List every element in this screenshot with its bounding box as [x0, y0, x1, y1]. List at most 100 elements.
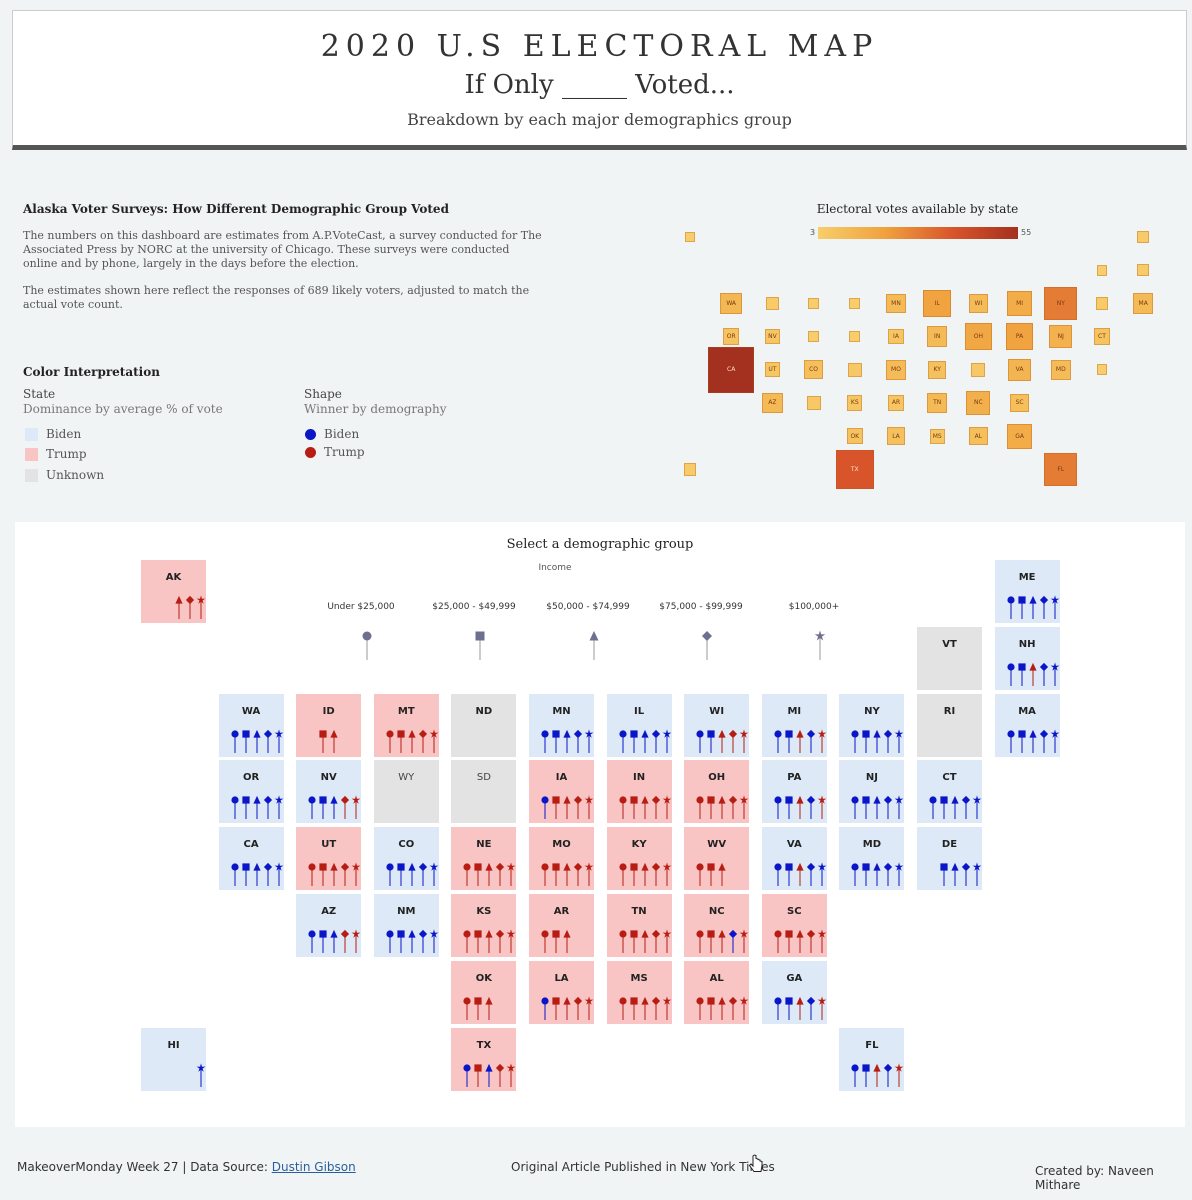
ev-square-ma[interactable]: MA: [1132, 293, 1154, 314]
state-tile-wy[interactable]: WY: [373, 760, 439, 824]
income-circle-icon[interactable]: [361, 630, 373, 662]
state-tile-ct[interactable]: CT: [917, 760, 982, 824]
ev-square-nv[interactable]: NV: [764, 329, 780, 345]
state-tile-co[interactable]: CO: [373, 827, 439, 891]
state-tile-ms[interactable]: MS: [606, 960, 672, 1024]
state-tile-al[interactable]: AL: [684, 960, 750, 1024]
state-tile-ny[interactable]: NY: [839, 693, 905, 757]
state-tile-ne[interactable]: NE: [451, 827, 517, 891]
ev-square-ne[interactable]: [847, 362, 862, 377]
ev-square-ak[interactable]: [684, 231, 696, 243]
state-tile-az[interactable]: AZ: [296, 894, 362, 957]
state-tile-tx[interactable]: TX: [451, 1027, 517, 1091]
state-tile-nj[interactable]: NJ: [839, 760, 905, 824]
ev-square-id[interactable]: [766, 297, 779, 310]
ev-square-wy[interactable]: [808, 331, 819, 342]
state-tile-in[interactable]: IN: [606, 760, 672, 824]
state-tile-va[interactable]: VA: [761, 827, 827, 891]
ev-square-il[interactable]: IL: [923, 289, 952, 318]
ev-square-de[interactable]: [1096, 364, 1108, 376]
state-tile-ri[interactable]: RI: [917, 693, 982, 757]
state-tile-nd[interactable]: ND: [451, 693, 517, 757]
ev-square-ri[interactable]: [1095, 297, 1109, 310]
ev-square-md[interactable]: MD: [1050, 359, 1071, 380]
legend-state-biden[interactable]: Biden: [25, 427, 81, 441]
state-tile-nc[interactable]: NC: [684, 894, 750, 957]
state-tile-sd[interactable]: SD: [451, 760, 517, 824]
state-tile-hi[interactable]: HI: [141, 1027, 206, 1091]
group-selector-label[interactable]: Income: [538, 563, 572, 573]
income-category-3[interactable]: $50,000 - $74,999: [546, 602, 630, 612]
ev-square-ky[interactable]: KY: [928, 361, 946, 379]
state-tile-ky[interactable]: KY: [606, 827, 672, 891]
state-tile-la[interactable]: LA: [529, 960, 594, 1024]
income-star-icon[interactable]: [814, 630, 826, 662]
ev-square-mo[interactable]: MO: [886, 359, 906, 380]
ev-square-ms[interactable]: MS: [929, 428, 945, 444]
state-tile-ia[interactable]: IA: [529, 760, 594, 824]
state-tile-fl[interactable]: FL: [839, 1027, 905, 1091]
ev-square-tn[interactable]: TN: [926, 392, 948, 414]
income-square-icon[interactable]: [474, 630, 486, 662]
state-tile-tn[interactable]: TN: [606, 894, 672, 957]
state-tile-wv[interactable]: WV: [684, 827, 750, 891]
state-tile-wa[interactable]: WA: [218, 693, 284, 757]
ev-square-nm[interactable]: [806, 396, 821, 410]
state-tile-ar[interactable]: AR: [529, 894, 594, 957]
ev-square-wv[interactable]: [971, 362, 986, 377]
income-category-4[interactable]: $75,000 - $99,999: [659, 602, 743, 612]
ev-square-va[interactable]: VA: [1008, 358, 1031, 381]
ev-square-ks[interactable]: KS: [847, 395, 863, 411]
ev-square-nd[interactable]: [849, 298, 861, 309]
state-tile-pa[interactable]: PA: [761, 760, 827, 824]
state-tile-me[interactable]: ME: [994, 560, 1060, 623]
legend-shape-trump[interactable]: Trump: [305, 445, 365, 459]
ev-square-mt[interactable]: [808, 298, 819, 309]
state-tile-ks[interactable]: KS: [451, 894, 517, 957]
state-tile-or[interactable]: OR: [218, 760, 284, 824]
ev-square-ga[interactable]: GA: [1007, 423, 1032, 449]
income-triangle-icon[interactable]: [588, 630, 600, 662]
ev-square-nc[interactable]: NC: [966, 390, 991, 415]
ev-square-ct[interactable]: CT: [1093, 328, 1111, 345]
ev-square-ca[interactable]: CA: [708, 346, 755, 393]
ev-square-la[interactable]: LA: [887, 427, 905, 445]
ev-square-mn[interactable]: MN: [886, 293, 906, 314]
ev-square-or[interactable]: OR: [722, 328, 740, 345]
state-tile-id[interactable]: ID: [296, 693, 362, 757]
ev-square-vt[interactable]: [1096, 264, 1108, 276]
state-tile-md[interactable]: MD: [839, 827, 905, 891]
state-tile-oh[interactable]: OH: [684, 760, 750, 824]
state-tile-ut[interactable]: UT: [296, 827, 362, 891]
legend-state-unknown[interactable]: Unknown: [25, 468, 104, 482]
ev-square-wi[interactable]: WI: [968, 293, 989, 314]
state-tile-ga[interactable]: GA: [761, 960, 827, 1024]
state-tile-vt[interactable]: VT: [917, 626, 982, 690]
ev-square-nh[interactable]: [1136, 263, 1150, 277]
ev-square-nj[interactable]: NJ: [1049, 324, 1073, 349]
ev-square-al[interactable]: AL: [969, 426, 988, 446]
ev-square-ut[interactable]: UT: [764, 362, 780, 378]
state-tile-mi[interactable]: MI: [761, 693, 827, 757]
ev-square-sd[interactable]: [849, 331, 861, 342]
income-category-1[interactable]: Under $25,000: [327, 602, 395, 612]
ev-square-in[interactable]: IN: [926, 326, 948, 347]
state-tile-mt[interactable]: MT: [373, 693, 439, 757]
ev-square-oh[interactable]: OH: [965, 323, 992, 350]
state-tile-nm[interactable]: NM: [373, 894, 439, 957]
ev-square-tx[interactable]: TX: [835, 450, 874, 489]
income-category-2[interactable]: $25,000 - $49,999: [432, 602, 516, 612]
ev-square-ok[interactable]: OK: [846, 427, 863, 445]
ev-square-me[interactable]: [1136, 230, 1150, 244]
state-tile-sc[interactable]: SC: [761, 894, 827, 957]
ev-square-mi[interactable]: MI: [1007, 290, 1032, 316]
ev-square-hi[interactable]: [683, 463, 697, 476]
state-tile-ok[interactable]: OK: [451, 960, 517, 1024]
ev-square-az[interactable]: AZ: [762, 392, 783, 414]
data-source-link[interactable]: Dustin Gibson: [271, 1160, 356, 1174]
legend-state-trump[interactable]: Trump: [25, 447, 87, 461]
state-tile-nh[interactable]: NH: [994, 626, 1060, 690]
state-tile-ak[interactable]: AK: [141, 560, 206, 623]
income-diamond-icon[interactable]: [701, 630, 713, 662]
state-tile-de[interactable]: DE: [917, 827, 982, 891]
